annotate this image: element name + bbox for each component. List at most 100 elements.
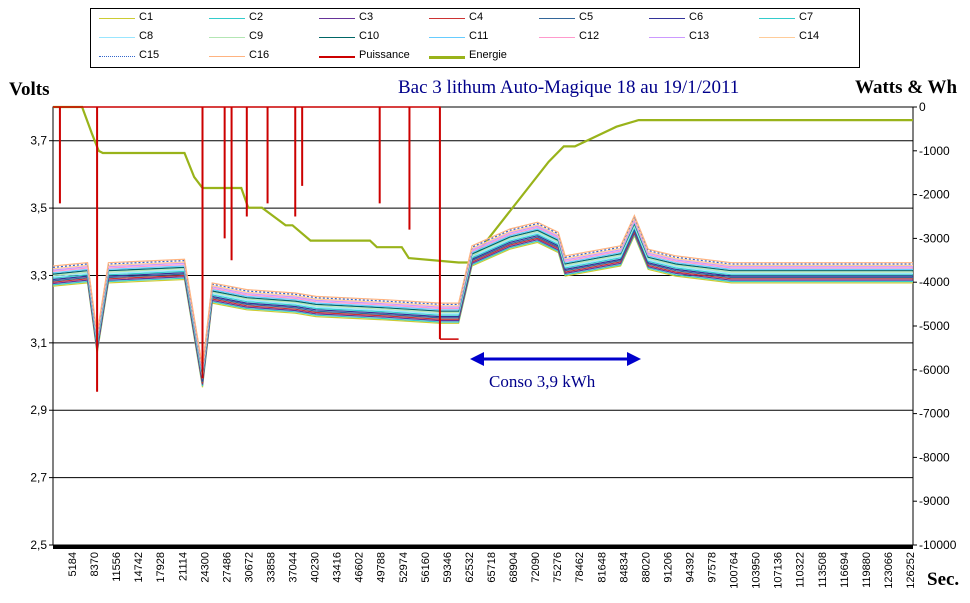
legend-swatch [319,37,355,38]
legend-label: C16 [249,49,270,61]
legend-label: C3 [359,11,374,23]
y-right-tick-label: -8000 [919,450,950,464]
legend-swatch [759,18,795,19]
legend-swatch [539,18,575,19]
x-tick-label: 113508 [817,552,829,588]
y-left-tick-label: 3,3 [30,268,47,282]
x-tick-label: 17928 [155,552,167,583]
y-right-tick-label: 0 [919,100,926,114]
y-left-tick-label: 3,5 [30,201,47,215]
y-left-tick-label: 3,7 [30,134,47,148]
legend-swatch [649,18,685,19]
y-right-tick-label: -3000 [919,231,950,245]
y-left-label: Volts [9,79,50,100]
x-tick-label: 30672 [243,552,255,583]
x-tick-label: 97578 [707,552,719,583]
y-right-tick-label: -4000 [919,275,950,289]
legend: C1 C2 C3 C4 C5 C6 C7 C8 C9 C10 C11 C12 C13 C14 C15 C16 P… [90,8,860,68]
legend-swatch [429,56,465,59]
legend-swatch [649,37,685,38]
y-right-tick-label: -5000 [919,319,950,333]
y-right-tick-label: -1000 [919,144,950,158]
legend-swatch [209,37,245,38]
legend-swatch [319,18,355,19]
legend-label: C5 [579,11,594,23]
x-tick-label: 52974 [398,552,410,583]
series-energie-line [53,105,913,264]
y-right-tick-label: -9000 [919,494,950,508]
x-tick-label: 78462 [574,552,586,583]
legend-label: C9 [249,30,264,42]
legend-swatch [99,56,135,57]
legend-swatch [539,37,575,38]
legend-swatch [209,56,245,57]
x-tick-label: 116694 [839,552,851,588]
x-tick-label: 37044 [288,552,300,583]
x-tick-label: 14742 [133,552,145,583]
x-tick-label: 72090 [530,552,542,583]
x-tick-label: 110322 [795,552,807,588]
legend-swatch [319,56,355,58]
legend-swatch [209,18,245,19]
x-tick-label: 59346 [442,552,454,583]
x-tick-label: 123066 [883,552,895,589]
x-tick-label: 5184 [67,552,79,576]
x-tick-label: 75276 [552,552,564,583]
x-tick-label: 103950 [751,552,763,589]
legend-label: C12 [579,30,600,42]
x-tick-label: 43416 [332,552,344,583]
legend-swatch [99,37,135,38]
conso-annotation: Conso 3,9 kWh [489,372,596,391]
legend-label: C11 [469,30,489,42]
x-axis-bar [53,545,913,549]
legend-label: C4 [469,11,484,23]
x-tick-label: 81648 [596,552,608,583]
x-tick-label: 119880 [861,552,873,588]
x-tick-label: 94392 [684,552,696,583]
y-left-tick-label: 2,9 [30,403,47,417]
x-tick-label: 56160 [420,552,432,583]
x-tick-label: 40230 [310,552,322,583]
legend-label: Energie [469,49,507,61]
x-tick-label: 84834 [618,552,630,583]
legend-label: C10 [359,30,380,42]
conso-arrow-right-head [627,352,641,366]
chart-title: Bac 3 lithum Auto-Magique 18 au 19/1/201… [398,77,740,98]
x-tick-label: 46602 [354,552,366,583]
legend-swatch [429,18,465,19]
legend-label: C7 [799,11,814,23]
y-left-tick-label: 2,7 [30,471,47,485]
y-right-tick-label: -6000 [919,363,950,377]
conso-arrow-left-head [470,352,484,366]
x-tick-label: 68904 [508,552,520,583]
legend-label: C6 [689,11,704,23]
x-tick-label: 126252 [905,552,917,589]
x-tick-label: 24300 [199,552,211,583]
y-left-tick-label: 3,1 [30,336,47,350]
x-tick-label: 100764 [729,552,741,589]
x-tick-label: 27486 [221,552,233,583]
x-tick-label: 107136 [773,552,785,589]
y-right-tick-label: -2000 [919,188,950,202]
legend-label: Puissance [359,49,410,61]
legend-label: C15 [139,49,160,61]
x-tick-label: 65718 [486,552,498,583]
legend-label: C2 [249,11,264,23]
legend-label: C14 [799,30,820,42]
series-cell-16-line [52,213,913,368]
y-right-label: Watts & Wh [855,77,958,98]
plot-area [52,106,914,546]
x-tick-label: 11556 [111,552,123,582]
legend-label: C13 [689,30,710,42]
x-tick-label: 21114 [177,552,189,581]
x-tick-label: 8370 [89,552,101,576]
x-tick-label: 62532 [464,552,476,583]
y-right-tick-label: -10000 [919,538,957,552]
legend-swatch [429,37,465,38]
y-left-tick-label: 2,5 [30,538,47,552]
x-tick-label: 91206 [662,552,674,583]
legend-swatch [759,37,795,38]
legend-label: C8 [139,30,154,42]
x-axis-label: Sec. [927,569,960,590]
